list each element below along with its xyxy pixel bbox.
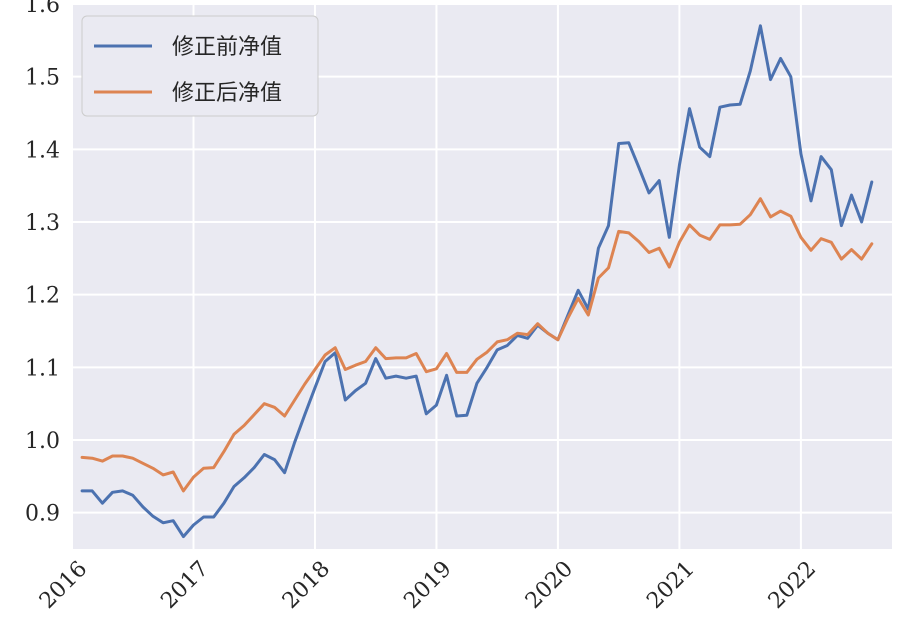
x-tick-label: 2020 bbox=[521, 557, 578, 614]
legend-label: 修正后净值 bbox=[172, 81, 282, 106]
x-tick-label: 2021 bbox=[642, 557, 699, 614]
x-tick-label: 2022 bbox=[764, 557, 821, 614]
x-axis-ticks: 2016 2017 2018 2019 2020 2021 2022 bbox=[35, 557, 821, 614]
y-tick-label: 0.9 bbox=[25, 502, 60, 527]
grid-lines bbox=[71, 3, 892, 549]
x-tick-label: 2016 bbox=[35, 557, 92, 614]
series-line-2 bbox=[80, 197, 874, 493]
legend-label: 修正前净值 bbox=[172, 35, 282, 60]
series-line-1 bbox=[80, 24, 874, 539]
y-tick-label: 1.6 bbox=[25, 0, 60, 18]
y-tick-label: 1.2 bbox=[25, 284, 60, 309]
y-tick-label: 1.4 bbox=[25, 138, 60, 163]
x-tick-label: 2019 bbox=[399, 557, 456, 614]
y-tick-label: 1.5 bbox=[25, 66, 60, 91]
x-tick-label: 2018 bbox=[278, 557, 335, 614]
y-tick-label: 1.3 bbox=[25, 211, 60, 236]
series-layer bbox=[80, 24, 874, 539]
y-tick-label: 1.1 bbox=[25, 356, 60, 381]
y-tick-label: 1.0 bbox=[25, 429, 60, 454]
x-tick-label: 2017 bbox=[156, 557, 213, 614]
y-axis-ticks: 0.9 1.0 1.1 1.2 1.3 1.4 1.5 1.6 bbox=[25, 0, 60, 527]
